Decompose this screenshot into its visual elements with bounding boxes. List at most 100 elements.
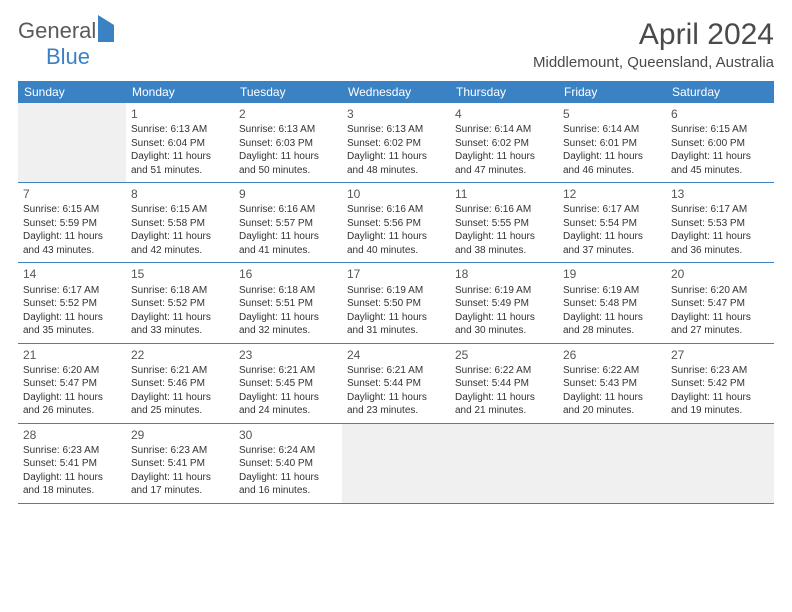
sunrise-text: Sunrise: 6:22 AM bbox=[563, 364, 661, 378]
empty-cell bbox=[558, 424, 666, 504]
day-cell: 8Sunrise: 6:15 AMSunset: 5:58 PMDaylight… bbox=[126, 183, 234, 263]
header: General Blue April 2024 Middlemount, Que… bbox=[18, 18, 774, 71]
day-cell: 7Sunrise: 6:15 AMSunset: 5:59 PMDaylight… bbox=[18, 183, 126, 263]
day-cell: 15Sunrise: 6:18 AMSunset: 5:52 PMDayligh… bbox=[126, 263, 234, 343]
day-number: 22 bbox=[131, 347, 229, 363]
sunset-text: Sunset: 5:42 PM bbox=[671, 377, 769, 391]
sunrise-text: Sunrise: 6:13 AM bbox=[131, 123, 229, 137]
daylight-text: Daylight: 11 hours and 42 minutes. bbox=[131, 230, 229, 257]
sunrise-text: Sunrise: 6:16 AM bbox=[347, 203, 445, 217]
daylight-text: Daylight: 11 hours and 35 minutes. bbox=[23, 311, 121, 338]
day-header: Wednesday bbox=[342, 81, 450, 103]
day-number: 16 bbox=[239, 266, 337, 282]
sunset-text: Sunset: 5:48 PM bbox=[563, 297, 661, 311]
sunset-text: Sunset: 5:46 PM bbox=[131, 377, 229, 391]
daylight-text: Daylight: 11 hours and 23 minutes. bbox=[347, 391, 445, 418]
sunset-text: Sunset: 5:56 PM bbox=[347, 217, 445, 231]
sunset-text: Sunset: 5:59 PM bbox=[23, 217, 121, 231]
day-number: 25 bbox=[455, 347, 553, 363]
day-cell: 1Sunrise: 6:13 AMSunset: 6:04 PMDaylight… bbox=[126, 103, 234, 183]
sunset-text: Sunset: 6:01 PM bbox=[563, 137, 661, 151]
sunset-text: Sunset: 5:50 PM bbox=[347, 297, 445, 311]
sunrise-text: Sunrise: 6:14 AM bbox=[455, 123, 553, 137]
daylight-text: Daylight: 11 hours and 36 minutes. bbox=[671, 230, 769, 257]
sunset-text: Sunset: 5:57 PM bbox=[239, 217, 337, 231]
daylight-text: Daylight: 11 hours and 38 minutes. bbox=[455, 230, 553, 257]
day-number: 12 bbox=[563, 186, 661, 202]
sunrise-text: Sunrise: 6:20 AM bbox=[23, 364, 121, 378]
sunset-text: Sunset: 6:00 PM bbox=[671, 137, 769, 151]
daylight-text: Daylight: 11 hours and 20 minutes. bbox=[563, 391, 661, 418]
day-number: 11 bbox=[455, 186, 553, 202]
day-number: 23 bbox=[239, 347, 337, 363]
logo-word1: General bbox=[18, 18, 96, 43]
sunrise-text: Sunrise: 6:22 AM bbox=[455, 364, 553, 378]
day-number: 4 bbox=[455, 106, 553, 122]
day-cell: 12Sunrise: 6:17 AMSunset: 5:54 PMDayligh… bbox=[558, 183, 666, 263]
sunrise-text: Sunrise: 6:21 AM bbox=[239, 364, 337, 378]
day-cell: 20Sunrise: 6:20 AMSunset: 5:47 PMDayligh… bbox=[666, 263, 774, 343]
sunset-text: Sunset: 5:53 PM bbox=[671, 217, 769, 231]
daylight-text: Daylight: 11 hours and 19 minutes. bbox=[671, 391, 769, 418]
sunrise-text: Sunrise: 6:24 AM bbox=[239, 444, 337, 458]
day-cell: 19Sunrise: 6:19 AMSunset: 5:48 PMDayligh… bbox=[558, 263, 666, 343]
daylight-text: Daylight: 11 hours and 45 minutes. bbox=[671, 150, 769, 177]
day-cell: 21Sunrise: 6:20 AMSunset: 5:47 PMDayligh… bbox=[18, 344, 126, 424]
daylight-text: Daylight: 11 hours and 24 minutes. bbox=[239, 391, 337, 418]
sunrise-text: Sunrise: 6:16 AM bbox=[239, 203, 337, 217]
day-cell: 6Sunrise: 6:15 AMSunset: 6:00 PMDaylight… bbox=[666, 103, 774, 183]
logo: General Blue bbox=[18, 18, 114, 70]
sunrise-text: Sunrise: 6:14 AM bbox=[563, 123, 661, 137]
sunrise-text: Sunrise: 6:21 AM bbox=[347, 364, 445, 378]
day-header: Saturday bbox=[666, 81, 774, 103]
day-number: 14 bbox=[23, 266, 121, 282]
day-cell: 14Sunrise: 6:17 AMSunset: 5:52 PMDayligh… bbox=[18, 263, 126, 343]
day-number: 3 bbox=[347, 106, 445, 122]
daylight-text: Daylight: 11 hours and 28 minutes. bbox=[563, 311, 661, 338]
logo-triangle-icon bbox=[98, 15, 114, 42]
day-cell: 27Sunrise: 6:23 AMSunset: 5:42 PMDayligh… bbox=[666, 344, 774, 424]
day-cell: 16Sunrise: 6:18 AMSunset: 5:51 PMDayligh… bbox=[234, 263, 342, 343]
sunset-text: Sunset: 5:47 PM bbox=[671, 297, 769, 311]
daylight-text: Daylight: 11 hours and 40 minutes. bbox=[347, 230, 445, 257]
sunset-text: Sunset: 5:41 PM bbox=[23, 457, 121, 471]
day-cell: 24Sunrise: 6:21 AMSunset: 5:44 PMDayligh… bbox=[342, 344, 450, 424]
day-header: Tuesday bbox=[234, 81, 342, 103]
day-number: 28 bbox=[23, 427, 121, 443]
sunset-text: Sunset: 6:02 PM bbox=[347, 137, 445, 151]
day-cell: 18Sunrise: 6:19 AMSunset: 5:49 PMDayligh… bbox=[450, 263, 558, 343]
day-number: 18 bbox=[455, 266, 553, 282]
daylight-text: Daylight: 11 hours and 41 minutes. bbox=[239, 230, 337, 257]
day-header: Friday bbox=[558, 81, 666, 103]
sunrise-text: Sunrise: 6:18 AM bbox=[131, 284, 229, 298]
day-cell: 17Sunrise: 6:19 AMSunset: 5:50 PMDayligh… bbox=[342, 263, 450, 343]
day-number: 17 bbox=[347, 266, 445, 282]
sunrise-text: Sunrise: 6:17 AM bbox=[23, 284, 121, 298]
sunset-text: Sunset: 5:58 PM bbox=[131, 217, 229, 231]
calendar-grid: SundayMondayTuesdayWednesdayThursdayFrid… bbox=[18, 81, 774, 504]
daylight-text: Daylight: 11 hours and 43 minutes. bbox=[23, 230, 121, 257]
daylight-text: Daylight: 11 hours and 17 minutes. bbox=[131, 471, 229, 498]
day-number: 29 bbox=[131, 427, 229, 443]
day-cell: 25Sunrise: 6:22 AMSunset: 5:44 PMDayligh… bbox=[450, 344, 558, 424]
sunrise-text: Sunrise: 6:19 AM bbox=[347, 284, 445, 298]
daylight-text: Daylight: 11 hours and 51 minutes. bbox=[131, 150, 229, 177]
day-number: 13 bbox=[671, 186, 769, 202]
daylight-text: Daylight: 11 hours and 46 minutes. bbox=[563, 150, 661, 177]
daylight-text: Daylight: 11 hours and 50 minutes. bbox=[239, 150, 337, 177]
day-cell: 9Sunrise: 6:16 AMSunset: 5:57 PMDaylight… bbox=[234, 183, 342, 263]
day-cell: 4Sunrise: 6:14 AMSunset: 6:02 PMDaylight… bbox=[450, 103, 558, 183]
empty-cell bbox=[342, 424, 450, 504]
sunset-text: Sunset: 6:04 PM bbox=[131, 137, 229, 151]
daylight-text: Daylight: 11 hours and 27 minutes. bbox=[671, 311, 769, 338]
sunrise-text: Sunrise: 6:20 AM bbox=[671, 284, 769, 298]
day-number: 27 bbox=[671, 347, 769, 363]
sunset-text: Sunset: 5:41 PM bbox=[131, 457, 229, 471]
daylight-text: Daylight: 11 hours and 25 minutes. bbox=[131, 391, 229, 418]
daylight-text: Daylight: 11 hours and 30 minutes. bbox=[455, 311, 553, 338]
day-number: 30 bbox=[239, 427, 337, 443]
day-number: 5 bbox=[563, 106, 661, 122]
day-number: 10 bbox=[347, 186, 445, 202]
sunrise-text: Sunrise: 6:15 AM bbox=[23, 203, 121, 217]
sunset-text: Sunset: 5:49 PM bbox=[455, 297, 553, 311]
